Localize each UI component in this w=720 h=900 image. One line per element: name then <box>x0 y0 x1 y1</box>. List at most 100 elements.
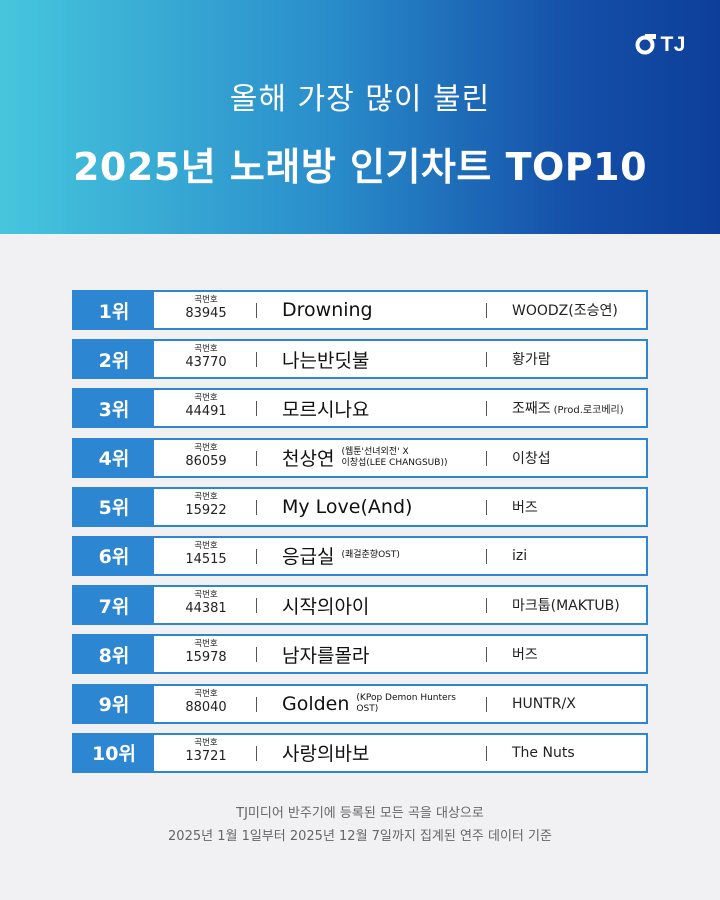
chart-row: 2위 곡번호 43770 나는반딧불 황가람 <box>72 339 648 380</box>
artist-name: WOODZ(조승연) <box>512 303 618 319</box>
chart-row: 1위 곡번호 83945 Drowning WOODZ(조승연) <box>72 290 648 330</box>
artist-cell: HUNTR/X <box>512 686 576 722</box>
song-cell: My Love(And) <box>282 489 412 525</box>
song-number-label: 곡번호 <box>194 344 218 355</box>
song-number-value: 44381 <box>185 601 227 617</box>
artist-name: 버즈 <box>512 499 538 516</box>
rank-label: 3위 <box>74 390 154 427</box>
song-number: 곡번호 15978 <box>174 639 238 666</box>
rank-label: 2위 <box>74 341 154 378</box>
divider <box>256 499 257 515</box>
divider <box>256 548 257 564</box>
divider <box>486 548 487 564</box>
song-title: 시작의아이 <box>282 595 370 618</box>
song-cell: Drowning <box>282 292 373 328</box>
chart-list: 1위 곡번호 83945 Drowning WOODZ(조승연) 2위 곡번호 43770 나는… <box>72 290 648 782</box>
song-number-value: 43770 <box>185 355 227 371</box>
artist-cell: The Nuts <box>512 735 575 771</box>
song-number-value: 88040 <box>185 699 227 715</box>
song-title-note: (KPop Demon Hunters OST) <box>356 692 456 714</box>
song-number-label: 곡번호 <box>194 491 218 502</box>
song-number: 곡번호 44381 <box>174 590 238 617</box>
divider <box>486 352 487 368</box>
song-cell: Golden (KPop Demon Hunters OST) <box>282 686 456 722</box>
chart-row: 3위 곡번호 44491 모르시나요 조째즈 (Prod.로코베리) <box>72 388 648 429</box>
song-number-value: 15978 <box>185 650 227 666</box>
song-cell: 천상연 (웹툰'선녀외전' X 이창섭(LEE CHANGSUB)) <box>282 440 447 476</box>
rank-label: 9위 <box>74 685 154 722</box>
song-number: 곡번호 15922 <box>174 492 238 519</box>
rank-label: 8위 <box>74 636 154 673</box>
artist-name: 버즈 <box>512 647 538 664</box>
song-number-value: 14515 <box>185 551 227 567</box>
song-title-note: (쾌걸춘향OST) <box>341 550 400 561</box>
song-title: Golden <box>282 692 350 715</box>
song-cell: 남자를몰라 <box>282 636 369 672</box>
artist-name: 마크툽(MAKTUB) <box>512 598 620 615</box>
artist-name: izi <box>512 547 528 564</box>
artist-name: 조째즈 <box>512 401 551 418</box>
artist-cell: 마크툽(MAKTUB) <box>512 587 620 623</box>
song-number: 곡번호 14515 <box>174 541 238 568</box>
divider <box>486 499 487 515</box>
song-number: 곡번호 88040 <box>174 689 238 716</box>
divider <box>256 696 257 712</box>
song-cell: 나는반딧불 <box>282 341 369 377</box>
song-number: 곡번호 44491 <box>174 393 238 420</box>
brand-logo: TJ <box>634 32 686 58</box>
chart-row: 7위 곡번호 44381 시작의아이 마크툽(MAKTUB) <box>72 585 648 626</box>
song-title: 사랑의바보 <box>282 743 370 766</box>
artist-cell: izi <box>512 538 527 574</box>
song-title: Drowning <box>282 299 373 321</box>
divider <box>256 647 257 663</box>
artist-cell: 조째즈 (Prod.로코베리) <box>512 390 624 426</box>
artist-name: 황가람 <box>512 352 551 369</box>
song-number-label: 곡번호 <box>194 639 218 650</box>
header-subtitle: 올해 가장 많이 불린 <box>229 82 491 117</box>
song-number: 곡번호 13721 <box>174 738 238 765</box>
divider <box>486 401 487 417</box>
divider <box>256 401 257 417</box>
song-number: 곡번호 43770 <box>174 344 238 371</box>
song-title: 천상연 <box>282 448 335 471</box>
footer-line-2: 2025년 1월 1일부터 2025년 12월 7일까지 집계된 연주 데이터 … <box>168 829 552 844</box>
divider <box>486 647 487 663</box>
rank-label: 7위 <box>74 587 154 624</box>
divider <box>256 352 257 368</box>
artist-cell: 버즈 <box>512 636 538 672</box>
song-number-value: 86059 <box>185 453 227 469</box>
chart-row: 8위 곡번호 15978 남자를몰라 버즈 <box>72 634 648 675</box>
artist-cell: 황가람 <box>512 341 551 377</box>
artist-cell: 이창섭 <box>512 440 551 476</box>
rank-label: 1위 <box>74 292 154 328</box>
chart-row: 5위 곡번호 15922 My Love(And) 버즈 <box>72 486 648 527</box>
divider <box>256 598 257 614</box>
rank-label: 4위 <box>74 439 154 476</box>
song-title: 남자를몰라 <box>282 644 370 667</box>
song-number-label: 곡번호 <box>194 688 218 699</box>
rank-label: 6위 <box>74 537 154 574</box>
song-number-label: 곡번호 <box>194 442 218 453</box>
artist-name: HUNTR/X <box>512 695 576 712</box>
song-number-label: 곡번호 <box>194 393 218 404</box>
chart-row: 10위 곡번호 13721 사랑의바보 The Nuts <box>72 732 648 773</box>
song-title: My Love(And) <box>282 495 413 518</box>
song-title-note: (웹툰'선녀외전' X 이창섭(LEE CHANGSUB)) <box>341 446 448 468</box>
chart-row: 4위 곡번호 86059 천상연 (웹툰'선녀외전' X 이창섭(LEE CHANGSU… <box>72 437 648 478</box>
song-cell: 모르시나요 <box>282 390 369 426</box>
song-number-value: 83945 <box>185 306 227 321</box>
song-number-label: 곡번호 <box>194 295 218 305</box>
divider <box>486 745 487 761</box>
divider <box>486 303 487 318</box>
footer-line-1: TJ미디어 반주기에 등록된 모든 곡을 대상으로 <box>236 806 484 821</box>
artist-name: 이창섭 <box>512 450 551 467</box>
header-banner: TJ 올해 가장 많이 불린 2025년 노래방 인기차트 TOP10 <box>0 0 720 234</box>
song-number-value: 13721 <box>185 748 227 764</box>
song-number-label: 곡번호 <box>194 540 218 551</box>
divider <box>486 696 487 712</box>
song-number-label: 곡번호 <box>194 590 218 601</box>
logo-text: TJ <box>660 33 686 56</box>
song-number: 곡번호 83945 <box>174 295 238 322</box>
song-title: 나는반딧불 <box>282 349 370 372</box>
song-title: 응급실 <box>282 546 335 569</box>
